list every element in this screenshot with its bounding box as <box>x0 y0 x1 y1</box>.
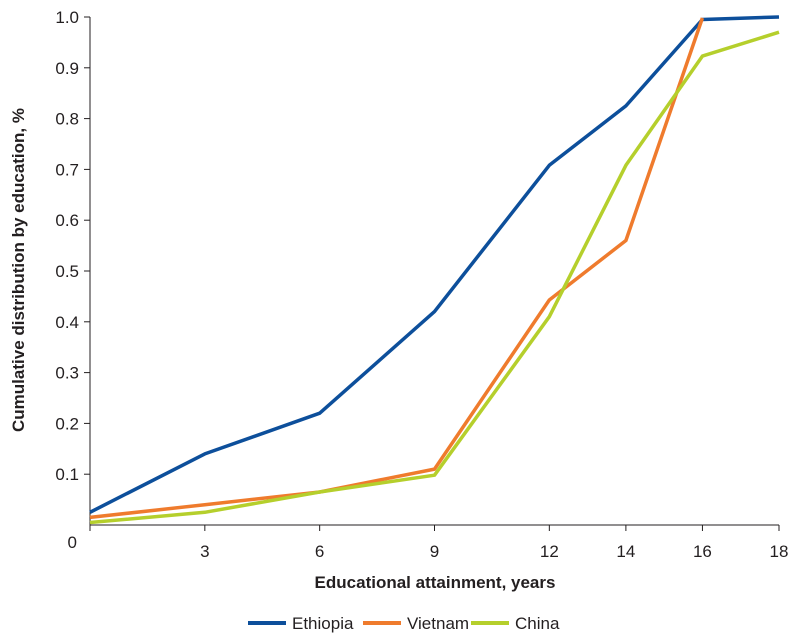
y-tick-label: 0 <box>68 533 77 552</box>
y-tick-label: 0.1 <box>55 465 79 484</box>
y-tick-label: 0.2 <box>55 414 79 433</box>
x-tick-label: 14 <box>616 542 635 561</box>
y-tick-label: 0.9 <box>55 59 79 78</box>
x-axis: 3 6 9 12 14 16 18 <box>89 524 789 561</box>
series-line-vietnam <box>89 17 705 520</box>
x-tick-label: 18 <box>770 542 789 561</box>
x-tick-label: 9 <box>430 542 439 561</box>
x-axis-title: Educational attainment, years <box>315 573 556 592</box>
y-tick-label: 0.4 <box>55 313 79 332</box>
x-tick-label: 6 <box>315 542 324 561</box>
y-tick-label: 0.8 <box>55 110 79 129</box>
y-tick-label: 1.0 <box>55 8 79 27</box>
x-tick-label: 16 <box>693 542 712 561</box>
legend: Ethiopia Vietnam China <box>248 614 560 633</box>
legend-label-ethiopia: Ethiopia <box>292 614 354 633</box>
x-tick-label: 12 <box>540 542 559 561</box>
y-tick-label: 0.7 <box>55 160 79 179</box>
y-axis-title: Cumulative distribution by education, % <box>9 108 28 432</box>
y-tick-label: 0.5 <box>55 262 79 281</box>
y-axis: 0 0.1 0.2 0.3 0.4 0.5 0.6 0.7 0.8 0.9 1.0 <box>55 8 91 552</box>
y-tick-label: 0.3 <box>55 364 79 383</box>
legend-label-vietnam: Vietnam <box>407 614 469 633</box>
series-line-ethiopia <box>89 15 780 514</box>
legend-label-china: China <box>515 614 560 633</box>
series-lines <box>89 15 780 525</box>
series-line-china <box>89 30 780 525</box>
y-tick-label: 0.6 <box>55 211 79 230</box>
x-tick-label: 3 <box>200 542 209 561</box>
